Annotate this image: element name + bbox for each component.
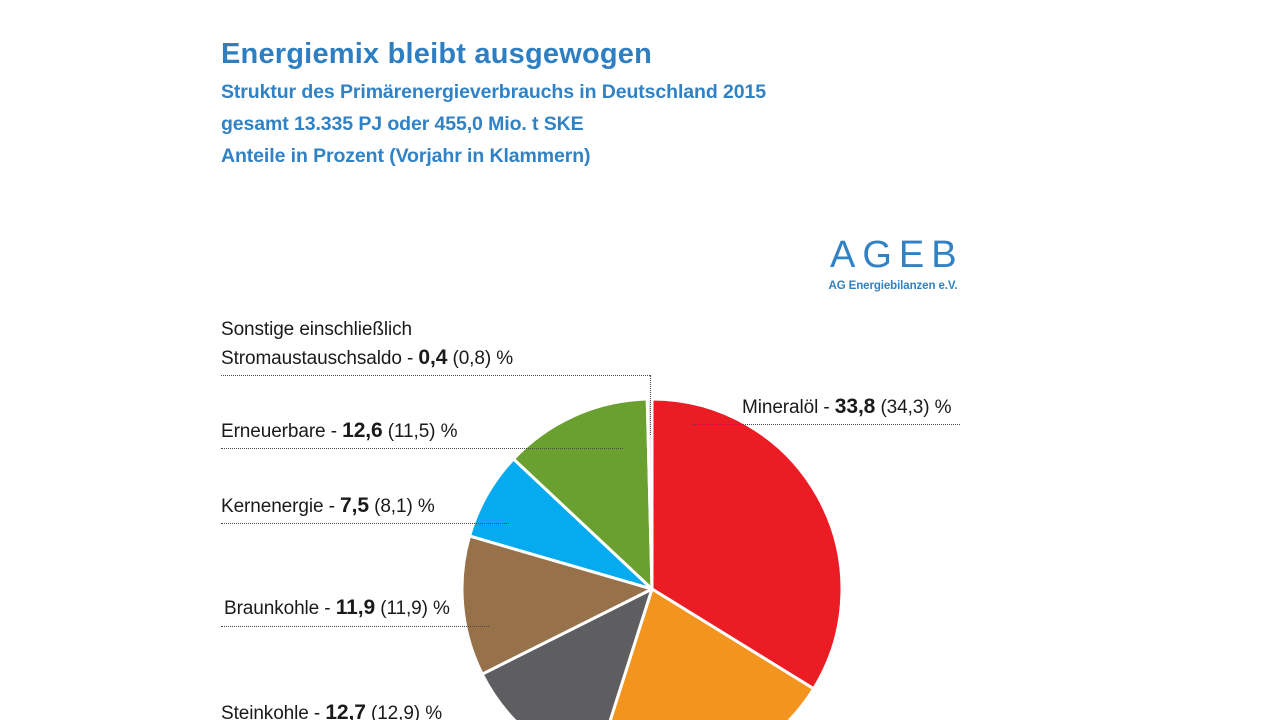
callout-braunkohle-value: 11,9: [335, 596, 376, 619]
callout-steinkohle: Steinkohle - 12,7 (12,9) %: [221, 699, 442, 720]
callout-mineraloel-value: 33,8: [834, 395, 876, 418]
pie-slice: [511, 397, 654, 591]
leader-line-sonstige-horizontal: [221, 375, 650, 376]
callout-mineraloel-previous: (34,3) %: [875, 397, 952, 418]
callout-erneuerbare-name: Erneuerbare -: [221, 421, 343, 442]
leader-line-sonstige-vertical: [650, 375, 651, 435]
callout-kernenergie-value: 7,5: [340, 494, 369, 517]
callout-mineraloel-name: Mineralöl -: [742, 397, 835, 418]
subtitle-line-2: gesamt 13.335 PJ oder 455,0 Mio. t SKE: [221, 113, 584, 135]
callout-steinkohle-name: Steinkohle -: [221, 703, 326, 720]
pie-slice: [460, 534, 654, 676]
callout-mineraloel: Mineralöl - 33,8 (34,3) %: [742, 393, 952, 422]
leader-line-kernenergie: [221, 523, 509, 524]
callout-steinkohle-previous: (12,9) %: [365, 703, 442, 720]
ageb-logo: AGEB AG Energiebilanzen e.V.: [823, 236, 963, 292]
callout-steinkohle-value: 12,7: [325, 701, 366, 720]
logo-subtitle: AG Energiebilanzen e.V.: [828, 280, 958, 292]
pie-slice: [480, 587, 654, 720]
callout-kernenergie-previous: (8,1) %: [368, 496, 435, 517]
callout-braunkohle-name: Braunkohle -: [224, 598, 336, 619]
pie-slice: [650, 397, 844, 691]
callout-sonstige-line2: Stromaustauschsaldo - 0,4 (0,8) %: [221, 344, 513, 373]
callout-erneuerbare-value: 12,6: [342, 419, 383, 442]
callout-braunkohle: Braunkohle - 11,9 (11,9) %: [224, 594, 450, 623]
callout-sonstige-line1: Sonstige einschließlich: [221, 319, 412, 340]
callout-erneuerbare: Erneuerbare - 12,6 (11,5) %: [221, 417, 457, 446]
leader-line-erneuerbare: [221, 448, 623, 449]
callout-sonstige: Sonstige einschließlich Stromaustauschsa…: [221, 316, 513, 373]
callout-sonstige-previous: (0,8) %: [447, 348, 514, 369]
callout-erneuerbare-previous: (11,5) %: [382, 421, 458, 442]
callout-kernenergie-name: Kernenergie -: [221, 496, 341, 517]
subtitle-line-1: Struktur des Primärenergieverbrauchs in …: [221, 81, 766, 103]
callout-kernenergie: Kernenergie - 7,5 (8,1) %: [221, 492, 435, 521]
callout-sonstige-name: Stromaustauschsaldo -: [221, 348, 419, 369]
page-title: Energiemix bleibt ausgewogen: [221, 38, 653, 70]
leader-line-mineraloel: [693, 424, 960, 425]
leader-line-braunkohle: [221, 626, 489, 627]
callout-braunkohle-previous: (11,9) %: [375, 598, 450, 619]
callout-sonstige-value: 0,4: [418, 346, 448, 369]
subtitle-line-3: Anteile in Prozent (Vorjahr in Klammern): [221, 145, 591, 167]
pie-slice: [608, 587, 816, 720]
logo-wordmark: AGEB: [830, 234, 964, 276]
